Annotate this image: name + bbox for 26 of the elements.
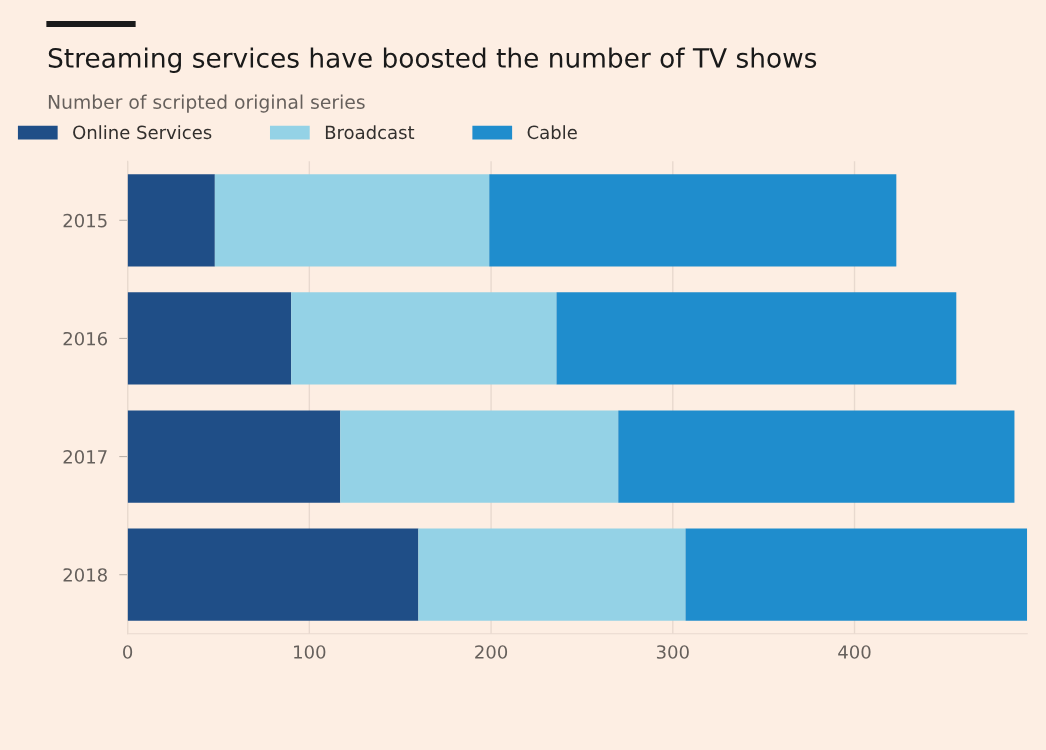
bar: [685, 528, 1028, 621]
x-tick-label: 0: [123, 645, 133, 659]
bar: [127, 528, 419, 621]
legend-label: Online Services: [73, 125, 212, 140]
y-tick-label: 2015: [63, 213, 107, 228]
bar: [291, 292, 557, 385]
bar: [418, 528, 686, 621]
y-tick-label: 2018: [63, 568, 107, 582]
bar: [556, 292, 957, 385]
x-tick-label: 300: [656, 645, 689, 659]
bar: [127, 174, 215, 267]
chart-title: Streaming services have boosted the number of TV shows: [48, 47, 817, 73]
legend-label: Broadcast: [325, 125, 415, 140]
y-tick-label: 2017: [63, 450, 107, 464]
bar: [127, 410, 341, 503]
bar: [127, 292, 292, 385]
x-tick-label: 100: [294, 645, 326, 659]
x-tick-label: 200: [475, 645, 508, 659]
bar: [214, 174, 490, 267]
legend-label: Cable: [527, 125, 577, 140]
chart-subtitle: Number of scripted original series: [48, 94, 365, 113]
bar: [489, 174, 897, 267]
bar: [618, 410, 1015, 503]
y-tick-label: 2016: [63, 331, 108, 346]
x-tick-label: 400: [838, 645, 871, 659]
bar: [340, 410, 619, 503]
